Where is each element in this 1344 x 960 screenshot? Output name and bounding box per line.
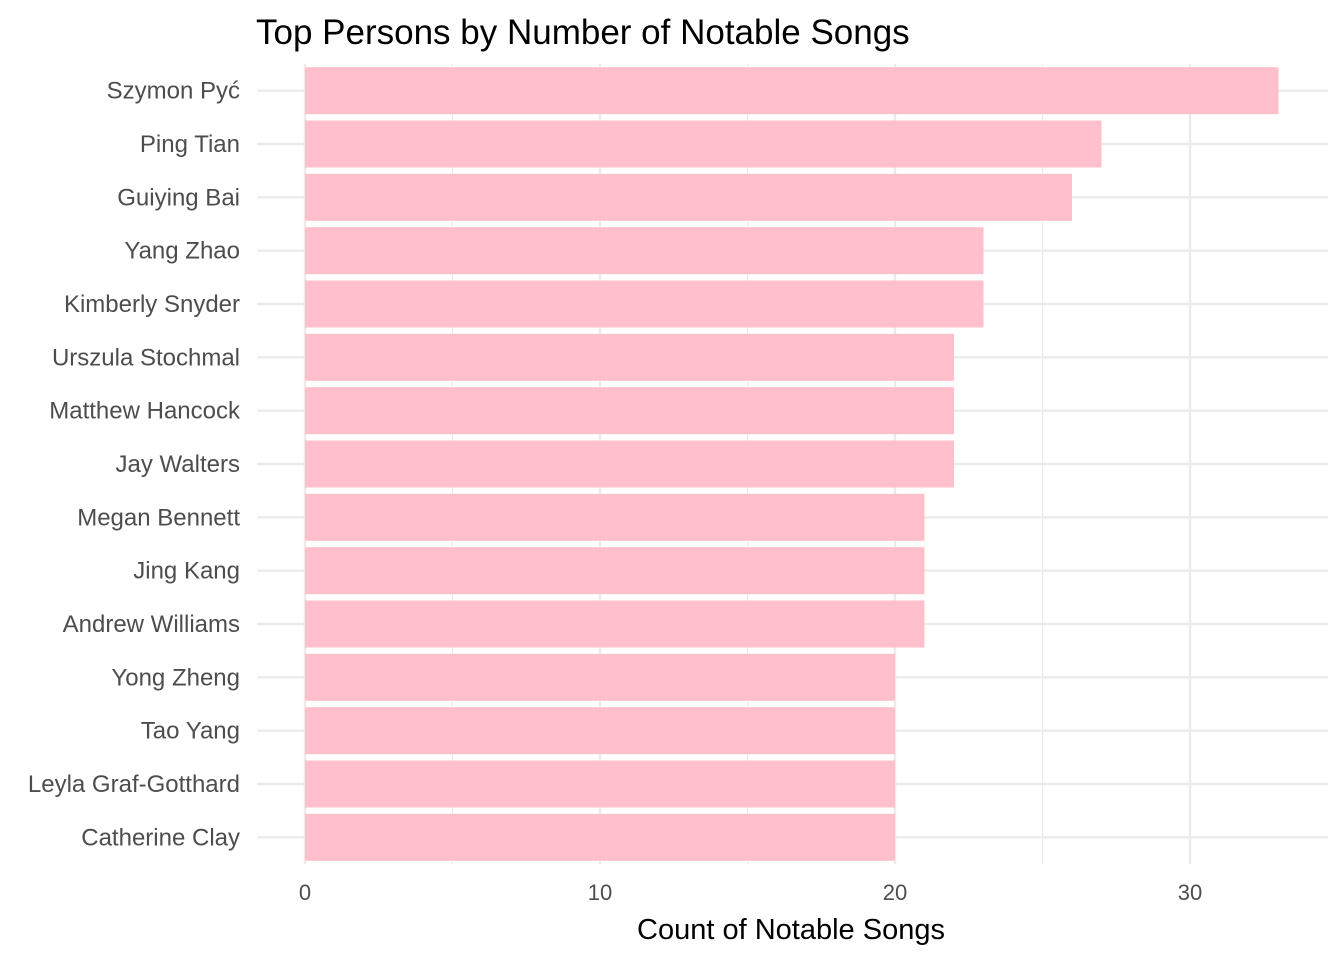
bar <box>305 760 895 808</box>
y-tick-label: Yang Zhao <box>124 238 240 265</box>
x-tick-label: 10 <box>588 880 612 905</box>
x-tick-label: 30 <box>1178 880 1202 905</box>
x-tick-label: 20 <box>883 880 907 905</box>
y-tick-label: Catherine Clay <box>81 824 240 851</box>
bar <box>305 440 954 488</box>
y-axis-tick-labels: Szymon Pyć Ping Tian Guiying Bai Yang Zhao K… <box>28 78 241 852</box>
bar <box>305 600 925 648</box>
bar <box>305 227 984 275</box>
bar <box>305 173 1072 221</box>
x-axis-title: Count of Notable Songs <box>637 914 945 946</box>
y-tick-label: Andrew Williams <box>63 611 240 638</box>
bar <box>305 493 925 541</box>
bar <box>305 813 895 861</box>
bar <box>305 707 895 755</box>
bar <box>305 387 954 435</box>
y-tick-label: Tao Yang <box>141 718 240 745</box>
y-tick-label: Yong Zheng <box>111 664 240 691</box>
bar <box>305 67 1279 115</box>
bar <box>305 280 984 328</box>
y-tick-label: Jing Kang <box>133 558 240 585</box>
y-tick-label: Szymon Pyć <box>107 78 240 105</box>
bar <box>305 333 954 381</box>
y-tick-label: Guiying Bai <box>117 184 240 211</box>
bars <box>305 67 1279 861</box>
y-tick-label: Urszula Stochmal <box>52 344 240 371</box>
y-tick-label: Ping Tian <box>140 131 240 158</box>
x-tick-label: 0 <box>299 880 311 905</box>
y-tick-label: Megan Bennett <box>77 504 240 531</box>
y-tick-label: Jay Walters <box>116 451 240 478</box>
y-tick-label: Matthew Hancock <box>49 398 241 425</box>
x-axis-tick-labels: 0 10 20 30 <box>299 880 1202 905</box>
y-tick-label: Kimberly Snyder <box>64 291 240 318</box>
bar <box>305 547 925 595</box>
bar <box>305 653 895 701</box>
y-tick-label: Leyla Graf-Gotthard <box>28 771 240 798</box>
bar <box>305 120 1102 168</box>
chart-title: Top Persons by Number of Notable Songs <box>256 13 910 52</box>
